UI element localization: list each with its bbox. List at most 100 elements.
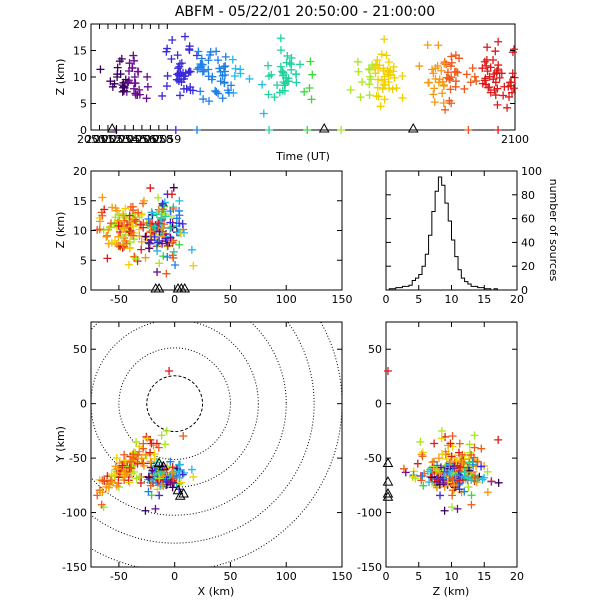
range-ring	[91, 322, 259, 488]
z-y-source	[465, 440, 474, 449]
plan-view-source	[126, 457, 135, 466]
time-height-source	[451, 82, 460, 91]
time-height-source	[287, 53, 296, 62]
time-height-source	[365, 65, 374, 74]
z-y-station-marker	[382, 476, 394, 486]
time-height-source	[130, 72, 139, 81]
time-height-source	[279, 68, 288, 77]
time-height-source	[197, 54, 206, 63]
zy-x-axis-tick-label: 20	[510, 570, 524, 583]
z-y-source	[460, 468, 469, 477]
time-height-source	[356, 93, 365, 102]
time-height-source	[428, 65, 437, 74]
x-height-source	[98, 193, 107, 202]
x-height-source	[125, 211, 134, 220]
x-height-source	[122, 239, 131, 248]
plan-view-station-marker	[158, 460, 169, 471]
x-height-source	[178, 219, 187, 228]
x-height-source	[102, 231, 111, 240]
z-y-source	[451, 471, 460, 480]
time-height-source	[497, 69, 506, 78]
x-height-source	[114, 232, 123, 241]
z-y-source	[448, 491, 457, 500]
time-height-source	[228, 55, 237, 64]
x-height-source	[150, 222, 159, 231]
time-height-source	[185, 44, 194, 53]
z-y-source	[457, 457, 466, 466]
time-height-source	[173, 51, 182, 60]
time-height-source	[276, 62, 285, 71]
time-height-source	[384, 58, 393, 67]
x-height-source	[167, 237, 176, 246]
plan-view-source	[144, 487, 153, 496]
time-height-source	[216, 67, 225, 76]
x-height-source	[98, 211, 107, 220]
z-y-source	[471, 473, 480, 482]
time-height-source	[429, 90, 438, 99]
x-height-source	[153, 246, 162, 255]
z-y-source	[448, 432, 457, 441]
histogram-x-axis-tick-label: 15	[477, 293, 491, 306]
time-height-source	[392, 84, 401, 93]
time-height-source	[483, 43, 492, 52]
time-height-source	[162, 82, 171, 91]
time-height-source	[491, 78, 500, 87]
x-height-source	[125, 244, 134, 253]
x-height-source	[141, 253, 150, 262]
z-y-source	[437, 434, 446, 443]
x-height-y-axis-tick-label: 20	[73, 165, 87, 178]
time-height-source	[259, 109, 268, 118]
z-y-source	[458, 450, 467, 459]
plan-view-source	[118, 472, 127, 481]
time-height-source	[493, 84, 502, 93]
time-height-source	[287, 65, 296, 74]
time-height-source	[264, 90, 273, 99]
time-axis-tick-label: 2050	[77, 133, 105, 146]
x-height-source	[175, 240, 184, 249]
x-height-source	[157, 224, 166, 233]
plan-view-source	[166, 478, 175, 487]
x-height-y-axis-tick-label: 10	[73, 225, 87, 238]
range-ring	[146, 375, 204, 433]
time-height-source	[281, 79, 290, 88]
x-height-source	[172, 214, 181, 223]
x-height-source	[187, 245, 196, 254]
z-y-panel-frame	[385, 321, 518, 568]
time-height-source	[374, 75, 383, 84]
z-y-source	[447, 503, 456, 512]
x-height-source	[155, 259, 164, 268]
time-height-source	[264, 61, 273, 70]
time-height-source	[439, 99, 448, 108]
plan-view-source	[132, 437, 141, 446]
z-y-source	[440, 471, 449, 480]
x-height-source	[114, 221, 123, 230]
plan-view-source	[157, 481, 166, 490]
plan-view-source	[141, 506, 150, 515]
zy-y-axis-tick-label: 50	[368, 343, 382, 356]
zy-y-axis-tick-label: -150	[357, 561, 382, 574]
time-height-source	[292, 78, 301, 87]
station-marker	[318, 122, 330, 133]
histogram-y-axis-tick-label: 20	[521, 260, 535, 273]
time-height-source	[382, 51, 391, 60]
z-y-source	[477, 444, 486, 453]
time-height-source	[175, 62, 184, 71]
plan-y-axis-tick-label: -100	[62, 507, 87, 520]
x-height-source	[168, 238, 177, 247]
z-y-source	[438, 450, 447, 459]
z-y-source	[458, 458, 467, 467]
time-height-source	[192, 51, 201, 60]
time-axis-tick-label: 2052	[94, 133, 122, 146]
time-height-source	[117, 54, 126, 63]
plan-view-source	[120, 450, 129, 459]
time-height-source	[486, 88, 495, 97]
time-height-source	[223, 86, 232, 95]
z-y-source	[455, 485, 464, 494]
time-height-source	[218, 94, 227, 103]
plan-view-source	[129, 453, 138, 462]
x-height-source	[110, 220, 119, 229]
x-height-source	[146, 227, 155, 236]
x-height-source	[161, 212, 170, 221]
z-y-source	[437, 426, 446, 435]
time-height-source	[216, 77, 225, 86]
